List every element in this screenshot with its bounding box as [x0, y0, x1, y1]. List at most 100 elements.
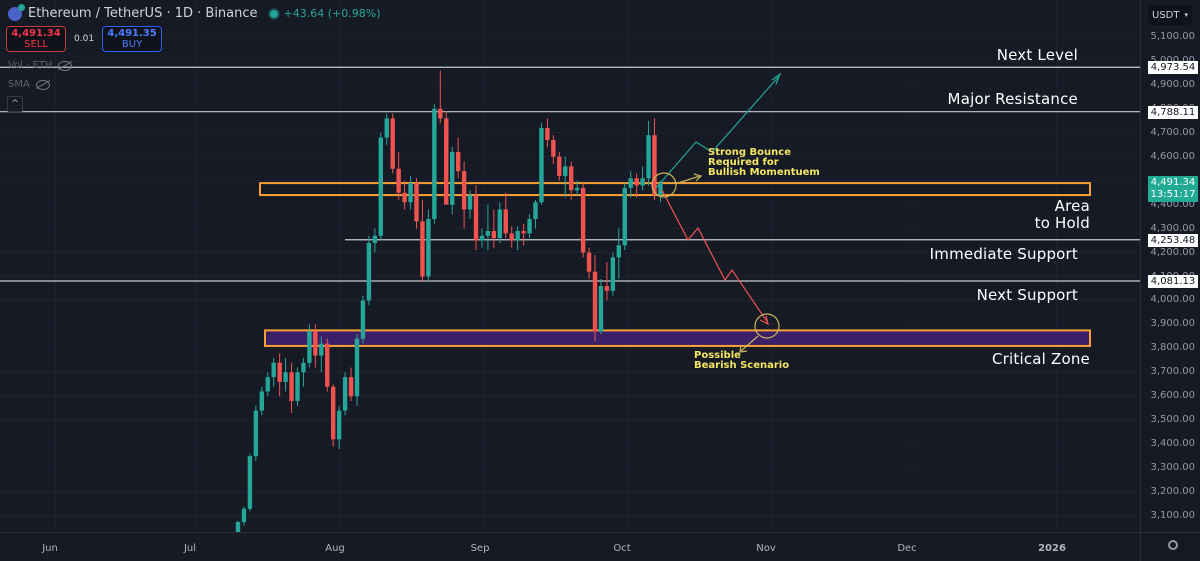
zone-label-line: Area [1054, 197, 1090, 215]
time-tick: Sep [470, 543, 490, 554]
candle-body [396, 168, 401, 193]
candle-body [408, 183, 413, 203]
price-tick: 4,600.00 [1150, 150, 1195, 162]
indicator-volume[interactable]: Vol · ETH [8, 60, 73, 71]
arrow-head-icon [739, 344, 748, 353]
time-tick: Nov [756, 543, 776, 554]
zone-label-area-to-hold: Area to Hold [1035, 198, 1090, 232]
bearish-projection-path [661, 189, 769, 324]
level-label-major-resistance: Major Resistance [947, 90, 1078, 108]
candle-body [325, 343, 330, 387]
candle-body [253, 410, 259, 457]
price-tick: 4,000.00 [1150, 294, 1195, 306]
annotation-line: Required for [708, 157, 779, 168]
candle-body [539, 128, 544, 203]
candle-body [569, 166, 574, 191]
indicator-sma-label: SMA [8, 79, 30, 90]
price-tick: 3,300.00 [1150, 462, 1195, 474]
candle-body [592, 271, 598, 332]
ethereum-logo-icon [8, 3, 25, 21]
candle-body [247, 456, 253, 509]
time-axis[interactable]: Jun Jul Aug Sep Oct Nov Dec 2026 [0, 532, 1140, 561]
time-tick: Aug [325, 543, 345, 554]
symbol-title[interactable]: Ethereum / TetherUS · 1D · Binance [28, 6, 258, 21]
price-tick: 3,900.00 [1150, 318, 1195, 330]
axis-corner [1140, 532, 1200, 561]
currency-label: USDT [1152, 9, 1180, 21]
time-tick: Jun [42, 543, 58, 554]
collapse-legend-button[interactable]: ^ [7, 96, 23, 112]
candle-body [432, 108, 437, 220]
candle-body [331, 386, 336, 440]
trade-buttons: 4,491.34 SELL 0.01 4,491.35 BUY [6, 26, 163, 52]
candle-body [640, 178, 645, 186]
candle-body [479, 235, 485, 241]
buy-price: 4,491.35 [107, 28, 157, 39]
currency-select[interactable]: USDT ▾ [1148, 5, 1192, 25]
candle-body [610, 257, 616, 291]
candle-body [491, 230, 497, 239]
candle-body [271, 362, 276, 378]
annotation-line: Bearish Scenario [694, 360, 790, 371]
candle-body [634, 178, 639, 186]
price-level-tag: 4,973.54 [1148, 61, 1198, 75]
candle-body [384, 118, 389, 138]
arrow-head-icon [759, 315, 769, 326]
candlestick-chart[interactable] [0, 0, 1140, 532]
price-tick: 4,300.00 [1150, 222, 1195, 234]
eye-hidden-icon[interactable] [58, 60, 73, 71]
candle-body [473, 195, 479, 241]
candle-body [497, 209, 502, 239]
eye-hidden-icon[interactable] [35, 79, 50, 90]
candle-body [485, 230, 491, 236]
candle-body [586, 252, 592, 272]
candle-body [342, 377, 348, 411]
level-label-next-level: Next Level [996, 46, 1078, 64]
price-level-tag: 4,081.13 [1148, 275, 1198, 289]
price-tick: 5,100.00 [1150, 31, 1195, 42]
indicator-volume-label: Vol · ETH [8, 60, 53, 71]
symbol-legend: Ethereum / TetherUS · 1D · Binance +43.6… [8, 3, 380, 21]
price-tick: 3,200.00 [1150, 486, 1195, 498]
price-axis[interactable]: 5,100.005,000.004,900.004,800.004,700.00… [1140, 0, 1200, 532]
buy-label: BUY [121, 39, 143, 50]
candle-body [557, 156, 562, 176]
zone-box [264, 329, 1091, 347]
time-tick: Jul [183, 543, 197, 554]
candle-body [414, 183, 419, 222]
candle-body [348, 377, 354, 397]
price-tick: 4,900.00 [1150, 78, 1195, 90]
price-tick: 3,500.00 [1150, 414, 1195, 426]
chevron-down-icon: ▾ [1184, 11, 1188, 19]
candle-body [313, 331, 318, 356]
candle-body [366, 242, 372, 301]
candle-body [551, 139, 556, 157]
chevron-up-icon: ^ [11, 99, 19, 109]
price-tick: 3,100.00 [1150, 510, 1195, 521]
annotation-pointer [677, 175, 701, 184]
candle-body [580, 187, 586, 253]
candle-body [438, 108, 443, 119]
settings-gear-icon[interactable] [1168, 540, 1178, 550]
indicator-sma[interactable]: SMA [8, 79, 50, 90]
current-price-tag: 4,491.34 13:51:17 [1148, 175, 1198, 202]
candle-body [467, 195, 473, 210]
buy-button[interactable]: 4,491.35 BUY [102, 26, 163, 52]
price-level-tag: 4,253.48 [1148, 233, 1198, 247]
price-tick: 4,700.00 [1150, 126, 1195, 138]
candle-body [301, 362, 306, 373]
annotation-line: Possible [694, 350, 741, 361]
arrow-head-icon [771, 72, 782, 85]
bar-countdown: 13:51:17 [1150, 188, 1196, 200]
candle-body [646, 135, 651, 179]
candle-body [283, 372, 288, 382]
chart-pane[interactable]: Ethereum / TetherUS · 1D · Binance +43.6… [0, 0, 1140, 532]
candle-body [509, 233, 514, 241]
current-price: 4,491.34 [1150, 176, 1196, 188]
candle-body [277, 362, 282, 382]
price-tick: 5,000.00 [1150, 55, 1195, 66]
sell-button[interactable]: 4,491.34 SELL [6, 26, 66, 52]
bullish-projection-path [655, 74, 781, 189]
price-tick: 3,600.00 [1150, 390, 1195, 402]
candle-body [307, 331, 312, 363]
